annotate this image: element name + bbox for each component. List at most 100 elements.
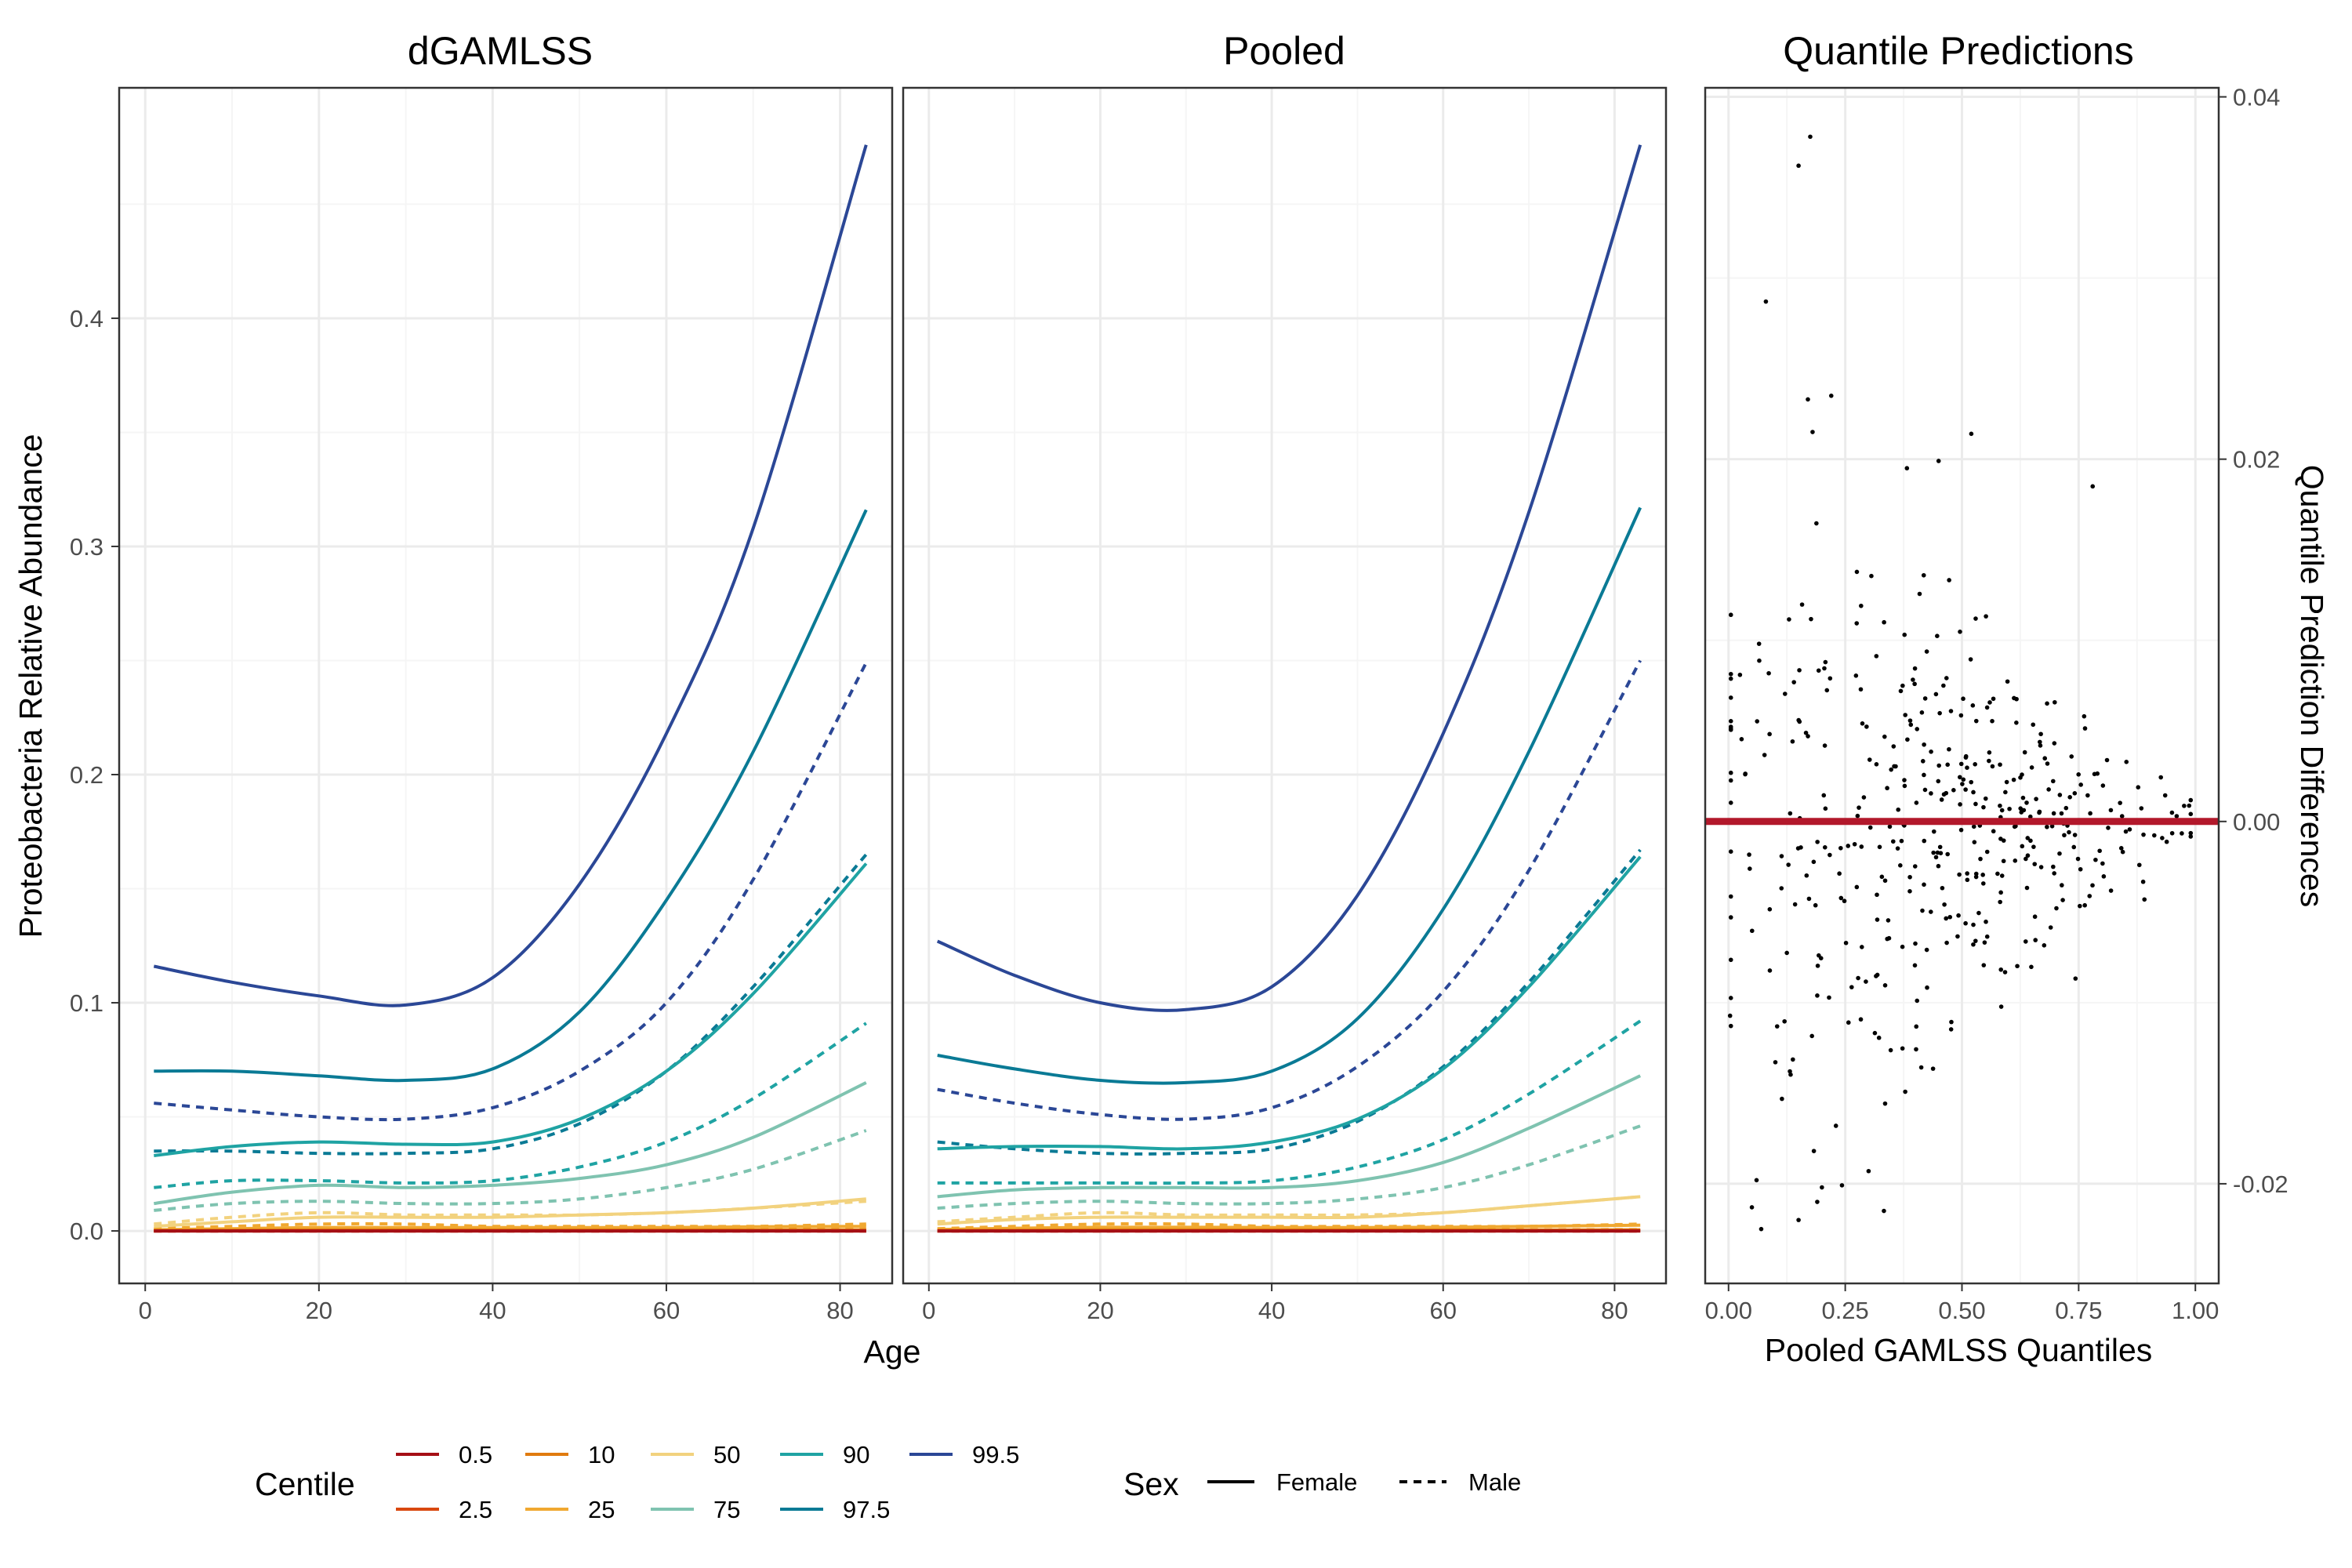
scatter-point <box>1749 1205 1755 1210</box>
scatter-point <box>1882 878 1888 884</box>
scatter-point <box>1947 578 1951 583</box>
series-line-female-50 <box>154 1197 866 1229</box>
scatter-point <box>1902 783 1907 789</box>
scatter-point <box>1936 763 1941 768</box>
scatter-point <box>1780 1096 1784 1102</box>
scatter-point <box>2164 839 2169 844</box>
scatter-point <box>1815 993 1820 998</box>
scatter-point <box>1788 811 1793 816</box>
scatter-point <box>1882 1101 1888 1106</box>
scatter-point <box>1728 800 1733 805</box>
scatter-point <box>2052 741 2057 746</box>
scatter-point <box>1849 985 1854 989</box>
scatter-point <box>1846 1020 1851 1025</box>
x-axis-title-quantiles: Pooled GAMLSS Quantiles <box>1765 1332 2153 1368</box>
scatter-point <box>2024 856 2028 862</box>
scatter-point <box>1866 1168 1871 1174</box>
scatter-point <box>1981 963 1987 967</box>
legend-title-centile: Centile <box>255 1466 355 1502</box>
scatter-point <box>1728 1023 1733 1029</box>
scatter-point <box>2025 836 2031 840</box>
legend-label-sex: Female <box>1276 1468 1357 1496</box>
scatter-point <box>2034 797 2038 801</box>
scatter-point <box>2087 894 2092 898</box>
scatter-point <box>1945 851 1950 857</box>
scatter-point <box>1757 658 1762 663</box>
scatter-point <box>1810 430 1815 434</box>
scatter-point <box>1779 854 1784 858</box>
y-tick-label: 0.0 <box>70 1218 103 1245</box>
scatter-point <box>1922 882 1926 887</box>
scatter-point <box>2045 701 2049 706</box>
scatter-point <box>1728 612 1733 618</box>
scatter-point <box>1823 806 1828 811</box>
scatter-point <box>2024 885 2030 891</box>
scatter-point <box>1995 871 2000 877</box>
series-line-male-90 <box>937 1019 1642 1185</box>
scatter-point <box>2048 925 2053 930</box>
scatter-point <box>1965 765 1969 771</box>
scatter-point <box>2101 874 2107 879</box>
scatter-point <box>1755 719 1760 724</box>
scatter-point <box>2021 808 2027 813</box>
scatter-point <box>2022 750 2027 755</box>
scatter-point <box>1846 844 1851 848</box>
scatter-point <box>1960 782 1965 786</box>
scatter-point <box>2104 757 2110 763</box>
scatter-point <box>2023 939 2028 944</box>
scatter-point <box>1804 873 1809 878</box>
series-line-male-99_5 <box>937 659 1642 1121</box>
scatter-point <box>1867 825 1873 830</box>
scatter-point <box>1973 871 1979 877</box>
scatter-point <box>2100 861 2105 866</box>
scatter-point <box>1808 134 1813 140</box>
scatter-point <box>1941 683 1946 688</box>
scatter-point <box>1971 824 1976 829</box>
x-tick-label: 20 <box>1087 1297 1113 1324</box>
scatter-point <box>1898 863 1903 868</box>
x-tick-label: 0.75 <box>2055 1297 2102 1324</box>
scatter-point <box>1749 928 1755 934</box>
scatter-point <box>1973 616 1978 621</box>
x-tick-label: 0.25 <box>1821 1297 1868 1324</box>
scatter-point <box>1971 942 1976 947</box>
legend-label-centile: 0.5 <box>459 1441 492 1468</box>
scatter-point <box>1773 1060 1778 1065</box>
panel-title-dgamlss: dGAMLSS <box>408 29 593 73</box>
scatter-point <box>1896 807 1901 812</box>
scatter-point <box>2119 814 2125 818</box>
scatter-point <box>1965 877 1970 883</box>
scatter-point <box>2020 844 2025 849</box>
y-tick-label: 0.04 <box>2233 84 2280 111</box>
scatter-point <box>1759 1226 1764 1232</box>
scatter-point <box>2069 754 2074 759</box>
scatter-point <box>1912 963 1918 968</box>
scatter-point <box>1958 775 1962 780</box>
scatter-point <box>1843 940 1849 946</box>
scatter-point <box>1806 397 1810 402</box>
scatter-point <box>2046 787 2051 792</box>
scatter-point <box>2118 846 2124 851</box>
scatter-point <box>1984 614 1988 619</box>
legend-label-centile: 75 <box>713 1496 740 1523</box>
scatter-point <box>1973 938 1978 943</box>
series-line-female-25 <box>937 1223 1641 1232</box>
scatter-point <box>1998 967 2004 972</box>
scatter-point <box>1973 874 1979 880</box>
scatter-point <box>1963 920 1968 926</box>
scatter-point <box>1874 654 1879 659</box>
scatter-point <box>2018 775 2023 780</box>
scatter-point <box>2037 810 2042 815</box>
scatter-point <box>1821 793 1827 798</box>
scatter-point <box>1728 957 1733 963</box>
scatter-point <box>1767 731 1772 737</box>
scatter-point <box>1784 950 1789 956</box>
legend-label-centile: 50 <box>713 1441 740 1468</box>
scatter-point <box>1981 804 1986 810</box>
scatter-point <box>1939 797 1944 802</box>
scatter-point <box>2180 831 2184 836</box>
scatter-point <box>1973 718 1979 724</box>
scatter-point <box>2001 838 2006 843</box>
panel-border <box>1704 86 2220 1285</box>
